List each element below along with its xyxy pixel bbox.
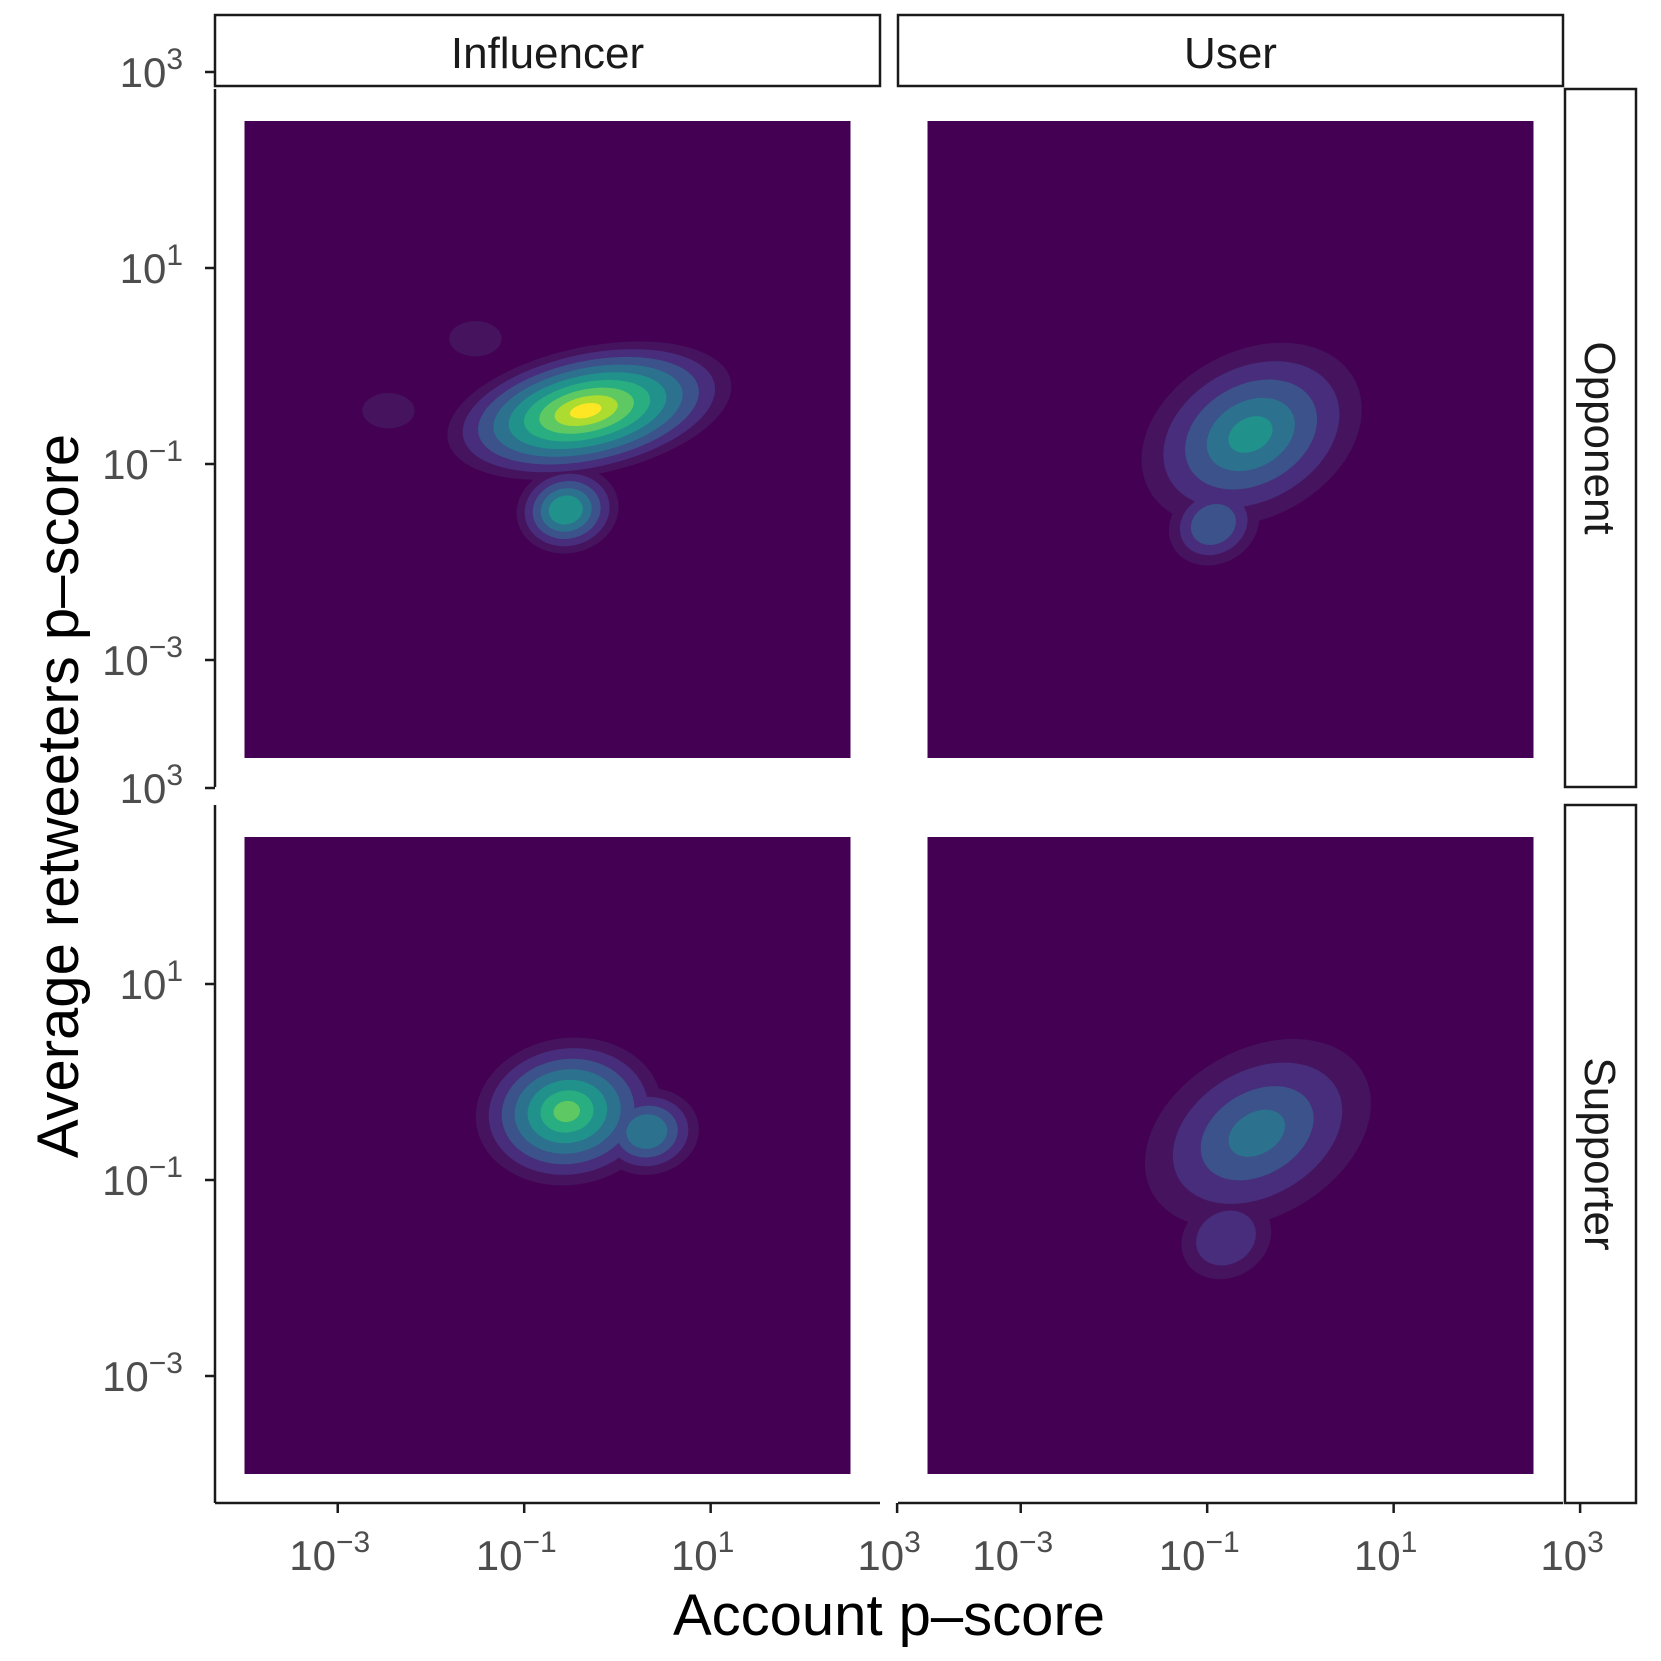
density-contour-secondary [449,321,502,357]
strip-label-user: User [1184,29,1277,78]
y-tick-label: 101 [120,955,183,1008]
axis-lines [213,89,1563,1505]
y-tick-label: 101 [120,239,183,292]
y-tick-label: 10−1 [102,435,183,488]
axis-ticks: 10−3 10−1 101 103 10−3 10−1 101 103 10−3 10−1 101 1… [102,43,1604,1579]
density-contour-level-4 [1228,416,1273,453]
strip-col-user: User [896,13,1565,88]
y-tick-label: 10−3 [102,1347,183,1400]
panel-influencer-supporter [215,805,880,1503]
density-contour-level-6 [553,1100,581,1123]
y-tick-label: 10−3 [102,631,183,684]
strip-row-opponent: Opponent [1563,87,1638,789]
y-axis-title: Average retweeters p–score [26,434,91,1158]
x-axis-title: Account p–score [673,1583,1105,1648]
panel-user-supporter [898,805,1563,1503]
x-tick-label: 10−1 [476,1526,557,1579]
x-tick-label: 103 [857,1526,920,1579]
y-tick-label: 103 [120,759,183,812]
panel-user-opponent [898,89,1563,787]
panel-influencer-opponent [215,89,880,787]
y-tick-label: 103 [120,43,183,96]
facet-panels [215,89,1563,1503]
x-tick-label: 10−1 [1159,1526,1240,1579]
strip-label-supporter: Supporter [1575,1057,1624,1250]
x-tick-label: 10−3 [972,1526,1053,1579]
strip-label-influencer: Influencer [451,29,644,78]
strip-label-opponent: Opponent [1575,341,1624,534]
x-tick-label: 101 [671,1526,734,1579]
y-tick-label: 10−1 [102,1151,183,1204]
density-contour-level-3 [1228,1109,1286,1157]
density-contour-level-8 [569,402,602,419]
strip-col-influencer: Influencer [213,13,882,88]
density-contour-secondary [362,393,415,429]
x-tick-label: 10−3 [289,1526,370,1579]
x-tick-label: 101 [1354,1526,1417,1579]
strip-row-supporter: Supporter [1563,803,1638,1505]
x-tick-label: 103 [1540,1526,1603,1579]
